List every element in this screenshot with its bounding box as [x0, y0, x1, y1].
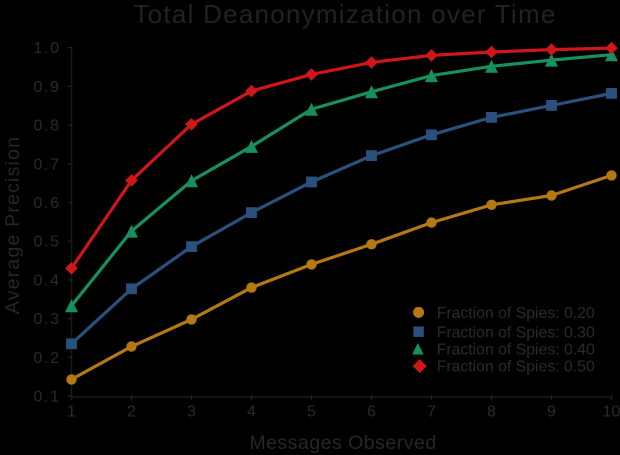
svg-text:0.1: 0.1: [34, 389, 61, 406]
svg-text:Fraction of Spies: 0.20: Fraction of Spies: 0.20: [437, 305, 595, 322]
svg-text:Total Deanonymization over Tim: Total Deanonymization over Time: [133, 0, 556, 29]
svg-text:Fraction of Spies: 0.30: Fraction of Spies: 0.30: [437, 324, 595, 341]
svg-text:Fraction of Spies: 0.40: Fraction of Spies: 0.40: [437, 341, 595, 358]
svg-text:9: 9: [547, 404, 556, 421]
svg-text:6: 6: [367, 404, 376, 421]
svg-text:4: 4: [247, 404, 256, 421]
svg-text:8: 8: [487, 404, 496, 421]
svg-text:0.9: 0.9: [34, 79, 61, 96]
svg-text:0.8: 0.8: [34, 118, 61, 135]
svg-text:Messages Observed: Messages Observed: [249, 432, 436, 454]
svg-text:Average Precision: Average Precision: [2, 136, 24, 314]
svg-text:7: 7: [427, 404, 436, 421]
svg-text:0.7: 0.7: [34, 156, 61, 173]
svg-text:1: 1: [67, 404, 76, 421]
svg-text:3: 3: [187, 404, 196, 421]
svg-text:2: 2: [127, 404, 136, 421]
svg-text:1.0: 1.0: [34, 40, 61, 57]
svg-text:0.2: 0.2: [34, 350, 61, 367]
svg-text:0.6: 0.6: [34, 195, 61, 212]
svg-text:5: 5: [307, 404, 316, 421]
svg-text:10: 10: [603, 404, 620, 421]
svg-text:Fraction of Spies: 0.50: Fraction of Spies: 0.50: [437, 359, 595, 376]
svg-text:0.3: 0.3: [34, 311, 61, 328]
svg-text:0.5: 0.5: [34, 234, 61, 251]
svg-text:0.4: 0.4: [34, 272, 61, 289]
